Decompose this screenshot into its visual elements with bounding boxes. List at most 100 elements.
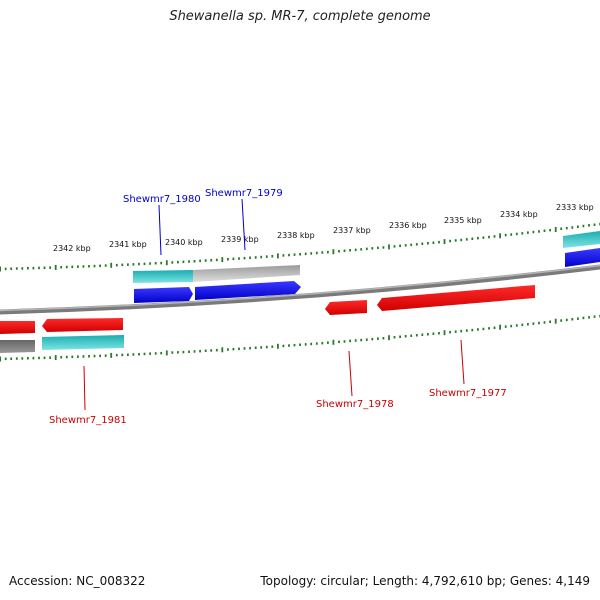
gene-label-shewmr7-1978[interactable]: Shewmr7_1978: [316, 399, 394, 410]
cds-arrow-shewmr7-1980[interactable]: [134, 287, 193, 303]
major-tick: [443, 330, 446, 336]
major-tick: [443, 239, 446, 245]
minor-tick: [299, 253, 301, 256]
minor-tick: [238, 347, 240, 351]
minor-tick: [377, 337, 379, 340]
minor-tick: [549, 320, 551, 323]
minor-tick: [204, 349, 207, 352]
gene-label-shewmr7-1981[interactable]: Shewmr7_1981: [49, 415, 127, 426]
minor-tick: [115, 263, 118, 267]
leader-shewmr7-1980: [158, 204, 162, 256]
minor-tick: [338, 340, 340, 344]
minor-tick: [71, 355, 74, 359]
minor-tick: [82, 265, 85, 268]
minor-tick: [271, 345, 274, 348]
major-tick: [54, 264, 57, 270]
minor-tick: [27, 267, 29, 270]
minor-tick: [465, 329, 468, 332]
major-tick: [0, 266, 1, 272]
minor-tick: [471, 328, 474, 332]
minor-tick: [588, 224, 590, 227]
leader-shewmr7-1978: [348, 350, 353, 397]
cds-arrow-shewmr7-1981[interactable]: [42, 318, 123, 332]
minor-tick: [327, 341, 329, 344]
minor-tick: [343, 249, 346, 252]
minor-tick: [393, 336, 396, 339]
minor-tick: [43, 356, 46, 360]
minor-tick: [249, 256, 251, 259]
minor-tick: [293, 253, 296, 256]
minor-tick: [488, 327, 490, 330]
minor-tick: [227, 258, 229, 261]
gene-label-shewmr7-1980[interactable]: Shewmr7_1980: [123, 194, 201, 205]
minor-tick: [527, 323, 529, 326]
minor-tick: [449, 239, 451, 243]
minor-tick: [515, 232, 518, 236]
leader-shewmr7-1977: [460, 339, 465, 385]
minor-tick: [415, 243, 418, 246]
minor-tick: [154, 352, 157, 355]
minor-tick: [260, 255, 263, 259]
minor-tick: [560, 227, 563, 230]
major-tick: [554, 318, 557, 324]
minor-tick: [182, 350, 185, 354]
tick-label: 2336 kbp: [389, 221, 427, 230]
major-tick: [332, 249, 335, 255]
minor-tick: [521, 232, 524, 235]
minor-tick: [104, 354, 107, 357]
minor-tick: [4, 267, 7, 271]
minor-tick: [349, 249, 351, 252]
minor-tick: [149, 262, 151, 265]
minor-tick: [293, 343, 296, 347]
minor-tick: [438, 240, 440, 244]
minor-tick: [593, 223, 596, 226]
minor-tick: [27, 357, 29, 360]
cds-arrow-shewmr7-1979[interactable]: [195, 281, 301, 300]
minor-tick: [315, 251, 318, 255]
gene-label-shewmr7-1979[interactable]: Shewmr7_1979: [205, 188, 283, 199]
genome-backbone: [0, 264, 600, 315]
minor-tick: [210, 349, 213, 352]
minor-tick: [188, 350, 190, 353]
cds-arrow-shewmr7-1978[interactable]: [325, 300, 367, 315]
minor-tick: [371, 247, 374, 250]
minor-tick: [282, 344, 285, 348]
minor-tick: [77, 265, 79, 268]
minor-tick: [21, 357, 24, 360]
leader-shewmr7-1979: [241, 198, 246, 251]
minor-tick: [338, 250, 340, 253]
minor-tick: [382, 246, 385, 249]
tick-label: 2338 kbp: [277, 231, 315, 240]
minor-tick: [321, 251, 324, 254]
teal-band-lower: [42, 335, 124, 350]
minor-tick: [493, 326, 496, 329]
minor-tick: [404, 335, 407, 338]
minor-tick: [38, 356, 40, 360]
minor-tick: [354, 339, 357, 342]
tick-label: 2342 kbp: [53, 244, 91, 253]
major-tick: [165, 350, 168, 356]
cds-arrow-shewmr7-1977[interactable]: [377, 285, 535, 311]
minor-tick: [543, 321, 546, 324]
minor-tick: [254, 346, 257, 349]
minor-tick: [288, 253, 290, 257]
minor-tick: [204, 259, 207, 262]
teal-band-right: [563, 231, 600, 248]
gene-label-shewmr7-1977[interactable]: Shewmr7_1977: [429, 388, 507, 399]
minor-tick: [449, 330, 451, 334]
minor-tick: [571, 226, 574, 229]
tick-label: 2339 kbp: [221, 235, 259, 244]
minor-tick: [365, 338, 368, 341]
major-tick: [554, 227, 557, 232]
minor-tick: [482, 327, 485, 331]
minor-tick: [477, 328, 479, 331]
minor-tick: [299, 343, 301, 346]
minor-tick: [232, 257, 235, 261]
minor-tick: [43, 266, 46, 269]
minor-tick: [4, 357, 7, 361]
minor-tick: [182, 260, 185, 264]
minor-tick: [32, 356, 35, 360]
minor-tick: [138, 262, 140, 266]
minor-tick: [465, 238, 468, 241]
minor-tick: [521, 323, 524, 327]
